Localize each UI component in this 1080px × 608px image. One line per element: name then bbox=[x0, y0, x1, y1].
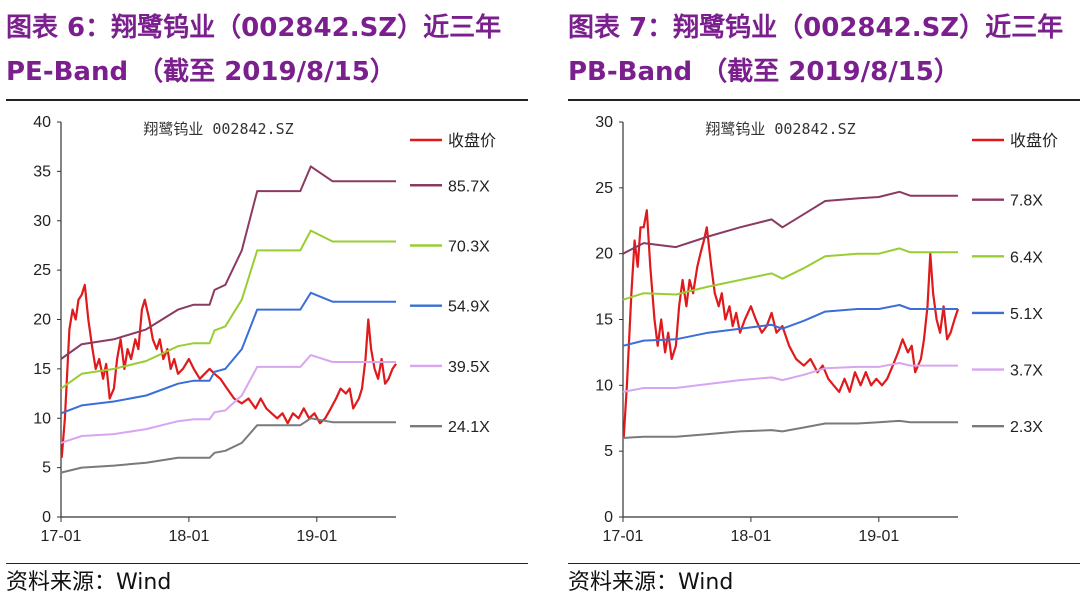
x-tick-label: 19-01 bbox=[858, 528, 899, 545]
x-tick-label: 18-01 bbox=[730, 528, 771, 545]
x-tick-label: 18-01 bbox=[168, 528, 209, 545]
series-line-6.4X bbox=[622, 247, 958, 301]
y-tick-label: 20 bbox=[33, 312, 51, 329]
chart-inner-title: 翔鹭钨业 002842.SZ bbox=[143, 120, 293, 138]
pb-band-chart: 0 5 10 15 20 25 30 17-01 18-01 19-01 翔鹭钨业 002842.S… bbox=[595, 114, 1058, 545]
y-tick-label: 35 bbox=[33, 163, 51, 180]
x-tick-label: 17-01 bbox=[41, 528, 82, 545]
legend-label: 39.5X bbox=[448, 359, 490, 376]
series-line-3.7X bbox=[622, 362, 958, 393]
legend-label: 7.8X bbox=[1010, 193, 1043, 210]
series-line-24.1X bbox=[60, 417, 396, 474]
legend-label: 24.1X bbox=[448, 419, 490, 436]
source-divider bbox=[568, 563, 1080, 564]
legend-label: 54.9X bbox=[448, 299, 490, 316]
y-tick-label: 20 bbox=[595, 246, 613, 263]
series-line-收盘价 bbox=[60, 283, 397, 458]
x-tick-label: 19-01 bbox=[296, 528, 337, 545]
pe-band-panel: 图表 6：翔鹭钨业（002842.SZ）近三年 PE-Band （截至 2019… bbox=[6, 0, 528, 608]
source-divider bbox=[6, 563, 528, 564]
series-line-85.7X bbox=[60, 165, 396, 360]
series-line-收盘价 bbox=[622, 209, 960, 439]
y-tick-label: 30 bbox=[595, 114, 613, 131]
y-tick-label: 25 bbox=[595, 180, 613, 197]
y-tick-label: 40 bbox=[33, 114, 51, 131]
legend-label: 85.7X bbox=[448, 178, 490, 195]
series-line-54.9X bbox=[60, 291, 396, 415]
y-tick-label: 15 bbox=[595, 312, 613, 329]
pb-band-source: 资料来源：Wind bbox=[568, 570, 734, 595]
series-line-2.3X bbox=[622, 419, 958, 439]
pe-band-chart: 0 5 10 15 20 25 30 35 40 17-01 18-01 19-01 翔鹭钨业 0028… bbox=[33, 114, 496, 545]
y-tick-label: 5 bbox=[42, 460, 51, 477]
title-divider bbox=[568, 99, 1080, 101]
x-tick-label: 17-01 bbox=[603, 528, 644, 545]
legend-label: 70.3X bbox=[448, 238, 490, 255]
y-tick-label: 0 bbox=[42, 509, 51, 526]
series-line-70.3X bbox=[60, 229, 396, 390]
legend-label: 收盘价 bbox=[448, 131, 496, 150]
series-line-39.5X bbox=[60, 354, 396, 444]
pe-band-source: 资料来源：Wind bbox=[6, 570, 172, 595]
y-tick-label: 30 bbox=[33, 213, 51, 230]
y-tick-label: 5 bbox=[604, 443, 613, 460]
y-tick-label: 25 bbox=[33, 262, 51, 279]
pb-band-title: 图表 7：翔鹭钨业（002842.SZ）近三年 PB-Band （截至 2019… bbox=[568, 13, 1064, 87]
series-line-5.1X bbox=[622, 304, 958, 347]
pb-band-panel: 图表 7：翔鹭钨业（002842.SZ）近三年 PB-Band （截至 2019… bbox=[568, 0, 1080, 608]
legend-label: 2.3X bbox=[1010, 419, 1043, 436]
series-line-7.8X bbox=[622, 190, 958, 255]
pe-band-title: 图表 6：翔鹭钨业（002842.SZ）近三年 PE-Band （截至 2019… bbox=[6, 13, 502, 87]
y-tick-label: 10 bbox=[33, 410, 51, 427]
legend-label: 6.4X bbox=[1010, 249, 1043, 266]
legend-label: 3.7X bbox=[1010, 363, 1043, 380]
title-divider bbox=[6, 99, 528, 101]
chart-inner-title: 翔鹭钨业 002842.SZ bbox=[705, 120, 855, 138]
y-tick-label: 10 bbox=[595, 377, 613, 394]
y-tick-label: 15 bbox=[33, 361, 51, 378]
legend-label: 收盘价 bbox=[1010, 131, 1058, 150]
y-tick-label: 0 bbox=[604, 509, 613, 526]
legend-label: 5.1X bbox=[1010, 306, 1043, 323]
